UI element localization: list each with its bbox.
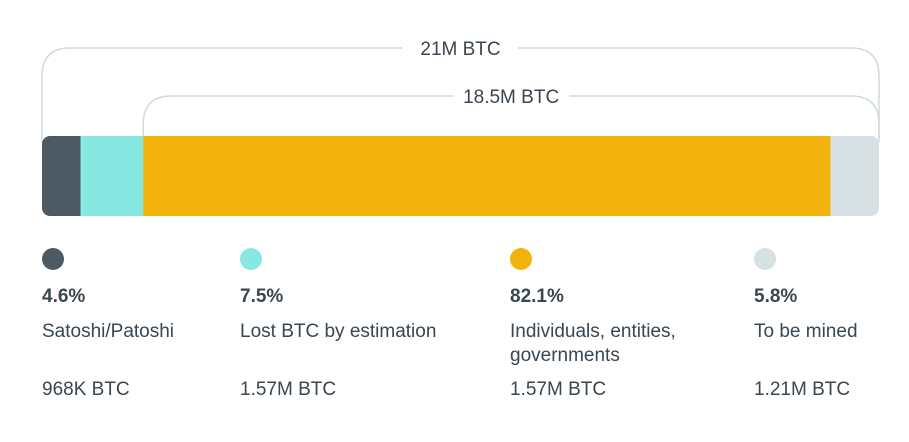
bar-segment-1	[80, 136, 144, 216]
legend-label: To be mined	[754, 321, 858, 342]
legend-swatch	[754, 248, 776, 270]
bar-segment-3	[830, 136, 879, 216]
bracket-total-label-bg	[402, 36, 519, 60]
legend-item-individuals: 82.1% Individuals, entities, governments	[510, 248, 725, 368]
bar-segment-2	[143, 136, 831, 216]
legend-label: Satoshi/Patoshi	[42, 321, 175, 342]
legend-percent: 5.8%	[754, 286, 798, 307]
legend-percent: 7.5%	[240, 286, 284, 307]
legend-item-satoshi: 4.6% Satoshi/Patoshi	[42, 248, 282, 344]
legend-percent: 82.1%	[510, 286, 564, 307]
legend-item-lost: 7.5% Lost BTC by estimation	[240, 248, 480, 344]
legend-label: Lost BTC by estimation	[240, 321, 437, 342]
legend-swatch	[510, 248, 532, 270]
bracket-mined-label-bg	[453, 84, 570, 108]
bracket-mined-label: 18.5M BTC	[463, 87, 559, 108]
legend-swatch	[240, 248, 262, 270]
legend-percent: 4.6%	[42, 286, 86, 307]
bracket-total-label: 21M BTC	[420, 39, 500, 60]
legend-swatch	[42, 248, 64, 270]
bar-segment-0	[42, 136, 82, 216]
amount-to-be-mined: 1.21M BTC	[754, 379, 851, 400]
legend-item-to-be-mined: 5.8% To be mined	[754, 248, 904, 344]
amount-individuals: 1.57M BTC	[510, 379, 607, 400]
amount-satoshi: 968K BTC	[42, 379, 130, 400]
legend-label: Individuals, entities, governments	[510, 321, 676, 366]
amount-lost: 1.57M BTC	[240, 379, 337, 400]
